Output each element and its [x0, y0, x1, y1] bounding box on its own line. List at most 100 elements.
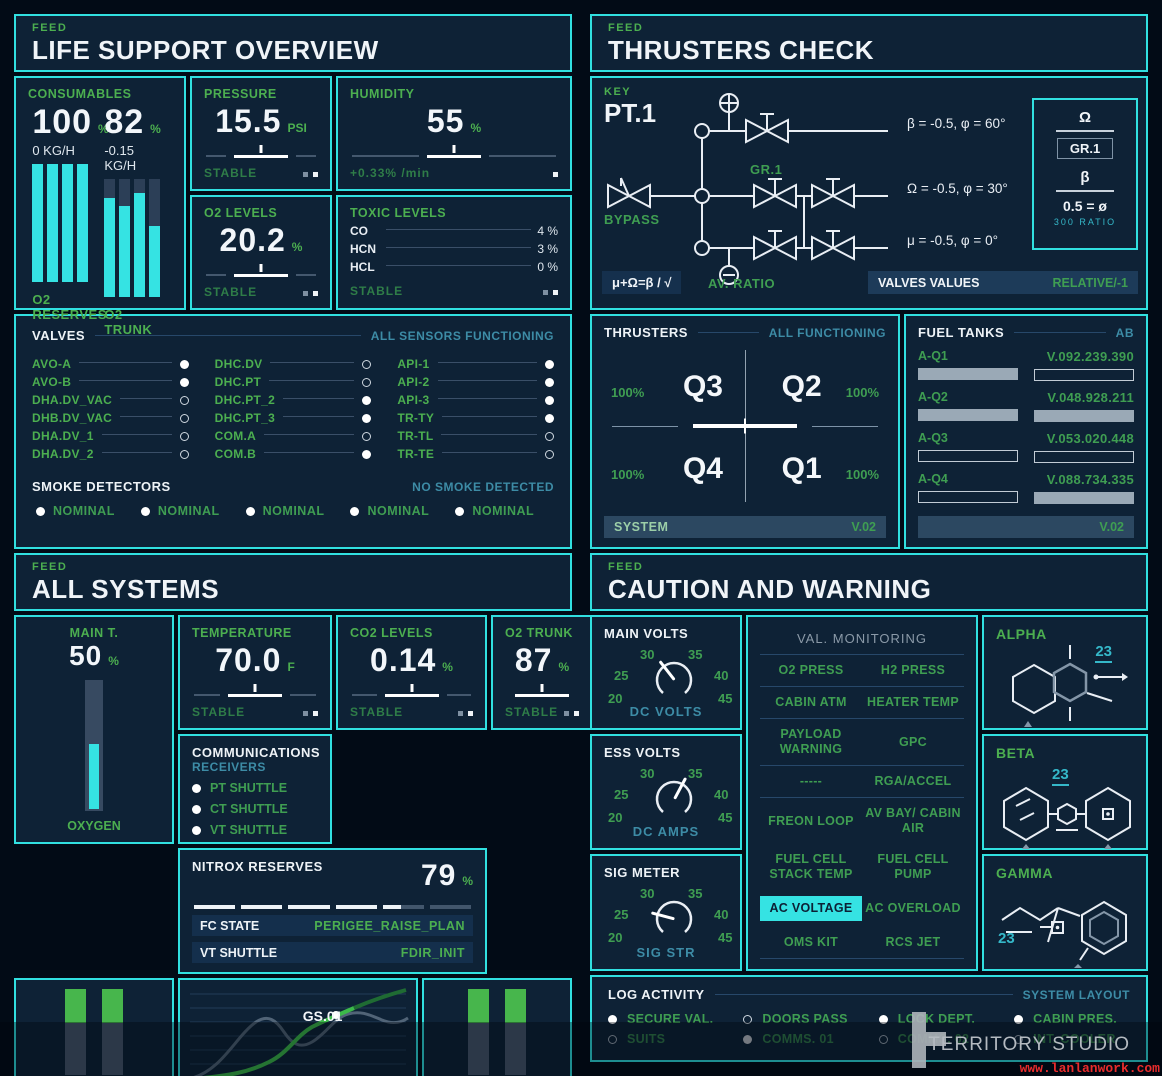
log-activity-right: LOG ACTIVITY SYSTEM LAYOUT SECURE VAL. DO… [590, 975, 1148, 1062]
monitor-cell[interactable]: O2 PRESS [778, 663, 844, 677]
co2-slider[interactable] [352, 683, 471, 697]
monitor-cell[interactable]: HEATER TEMP [867, 695, 959, 709]
indicator-squares-icon [559, 703, 579, 721]
fuel-bar-icon [1034, 451, 1134, 463]
humidity-label: HUMIDITY [350, 87, 415, 101]
valve-state-icon [362, 413, 372, 423]
crosshair-tick-icon [744, 418, 746, 434]
valves-section: VALVES ALL SENSORS FUNCTIONING AVO-A AVO-… [14, 314, 572, 549]
key-diagram-section: KEY PT.1 [590, 76, 1148, 310]
log-dot-icon [878, 1034, 888, 1044]
progress-segment [194, 905, 236, 909]
monitor-cell[interactable]: GPC [899, 734, 927, 749]
pressure-slider[interactable] [206, 144, 316, 158]
thruster-q3: Q3 [682, 370, 723, 404]
gauge-dial-icon [651, 657, 697, 703]
monitor-cell[interactable]: H2 PRESS [880, 663, 946, 677]
monitoring-row: O2 PRESS H2 PRESS [760, 655, 964, 687]
valve-state-icon [545, 431, 554, 441]
valve-state-icon [179, 431, 189, 441]
monitor-cell[interactable]: AC OVERLOAD [865, 901, 961, 915]
humidity-value: 55 [426, 103, 465, 139]
smoke-detector: NOMINAL [36, 504, 115, 518]
bar-icon [119, 179, 131, 297]
valve-row: DHA.DV_VAC [32, 391, 189, 409]
valve-row: AVO-A [32, 355, 189, 373]
thruster-quadrants: Q3 Q2 Q4 Q1 100% 100% 100% 100% [604, 344, 886, 508]
divider [95, 335, 361, 336]
o2-slider[interactable] [206, 263, 316, 277]
receivers-label: RECEIVERS [192, 760, 266, 774]
o2-value: 20.2 [219, 222, 286, 258]
indicator-squares-icon [538, 282, 558, 300]
ratio-info-box: Ω GR.1 β 0.5 = ø 300 RATIO [1032, 98, 1138, 250]
monitor-cell[interactable]: CABIN ATM [775, 695, 847, 709]
gamma-tag: 23 [998, 930, 1015, 947]
valve-row: COM.A [215, 427, 372, 445]
log-items: SECURE VAL. DOORS PASS LOCK DEPT. CABIN PRE… [608, 1012, 1130, 1046]
dash-line [264, 434, 355, 435]
indicator-squares-icon [453, 703, 473, 721]
status-dot-icon [140, 506, 150, 516]
monitor-cell[interactable]: FUEL CELL STACK TEMP [769, 852, 853, 881]
nitrox-progress [194, 897, 472, 909]
trunk-bars [104, 179, 167, 297]
status-dot-icon [455, 506, 465, 516]
monitor-cell[interactable]: FREON LOOP [768, 813, 854, 828]
dash-line [437, 362, 537, 363]
monitoring-row: CABIN ATM HEATER TEMP [760, 687, 964, 719]
gauge-dial-icon [651, 776, 697, 822]
log-dot-icon [743, 1034, 753, 1044]
monitor-cell[interactable]: OMS KIT [783, 935, 839, 949]
life-support-panel: FEED LIFE SUPPORT OVERVIEW PRESSURE 15.5… [14, 14, 593, 1076]
monitor-cell[interactable]: PAYLOAD WARNING [779, 727, 843, 756]
toxic-row: CO 4 % [350, 224, 558, 238]
humidity-tile: HUMIDITY 55% +0.33% /min [336, 76, 572, 191]
valve-state-icon [362, 377, 372, 387]
territory-logo-icon [912, 1012, 946, 1068]
log-dot-icon [1014, 1014, 1024, 1024]
thrusters-panel: FEED THRUSTERS CHECK KEY PT.1 [590, 14, 1148, 1062]
monitor-cell[interactable]: AV BAY/ CABIN AIR [865, 806, 961, 835]
progress-segment [288, 905, 330, 909]
reserves-bars [32, 164, 95, 282]
dash-line [283, 416, 355, 417]
valves-values-bar[interactable]: VALVES VALUES RELATIVE/-1 [868, 271, 1138, 294]
temperature-tile: TEMPERATURE 70.0 F STABLE [178, 615, 332, 730]
valve-row: DHA.DV_2 [32, 445, 189, 463]
caution-title: CAUTION AND WARNING [608, 574, 932, 604]
log-item: CABIN PRES. [1014, 1012, 1130, 1026]
bar-icon [77, 164, 89, 282]
monitor-cell[interactable]: ----- [799, 774, 823, 788]
dash-line [386, 229, 532, 230]
ess-volts-gauge-tile: ESS VOLTS 30 35 25 40 20 45 DC AMPS [590, 734, 742, 850]
temperature-slider[interactable] [194, 683, 316, 697]
dash-line [437, 398, 537, 399]
territory-studio-watermark: TERRITORY STUDIO [928, 1034, 1130, 1055]
valve-state-icon [179, 413, 189, 423]
dash-line [386, 247, 532, 248]
dash-line [101, 434, 172, 435]
humidity-status: +0.33% /min [350, 166, 431, 180]
toxic-row: HCL 0 % [350, 260, 558, 274]
dash-line [269, 380, 355, 381]
smoke-detector: NOMINAL [455, 504, 534, 518]
monitor-cell[interactable]: AC VOLTAGE [760, 896, 862, 921]
trunk-rate: -0.15 KG/H [104, 143, 137, 173]
o2-trunk-slider[interactable] [507, 683, 577, 697]
pump-column: HP [102, 989, 123, 1076]
beta-molecule-tile: BETA [982, 734, 1148, 850]
monitor-cell[interactable]: RGA/ACCEL [874, 774, 952, 788]
monitor-cell[interactable]: FUEL CELL PUMP [877, 852, 949, 881]
valve-row: DHA.DV_1 [32, 427, 189, 445]
divider [714, 994, 1013, 995]
log-item: COMMS. 01 [743, 1032, 870, 1046]
humidity-slider[interactable] [352, 144, 556, 158]
monitor-cell[interactable]: RCS JET [885, 935, 941, 949]
fuel-bar-icon [918, 368, 1018, 380]
valve-row: DHB.DV_VAC [32, 409, 189, 427]
shuttle-list: PT SHUTTLE CT SHUTTLE VT SHUTTLE [192, 781, 318, 837]
gamma-molecule-tile: GAMMA [982, 854, 1148, 971]
log-item: SECURE VAL. [608, 1012, 735, 1026]
monitoring-row: FREON LOOP AV BAY/ CABIN AIR [760, 798, 964, 844]
